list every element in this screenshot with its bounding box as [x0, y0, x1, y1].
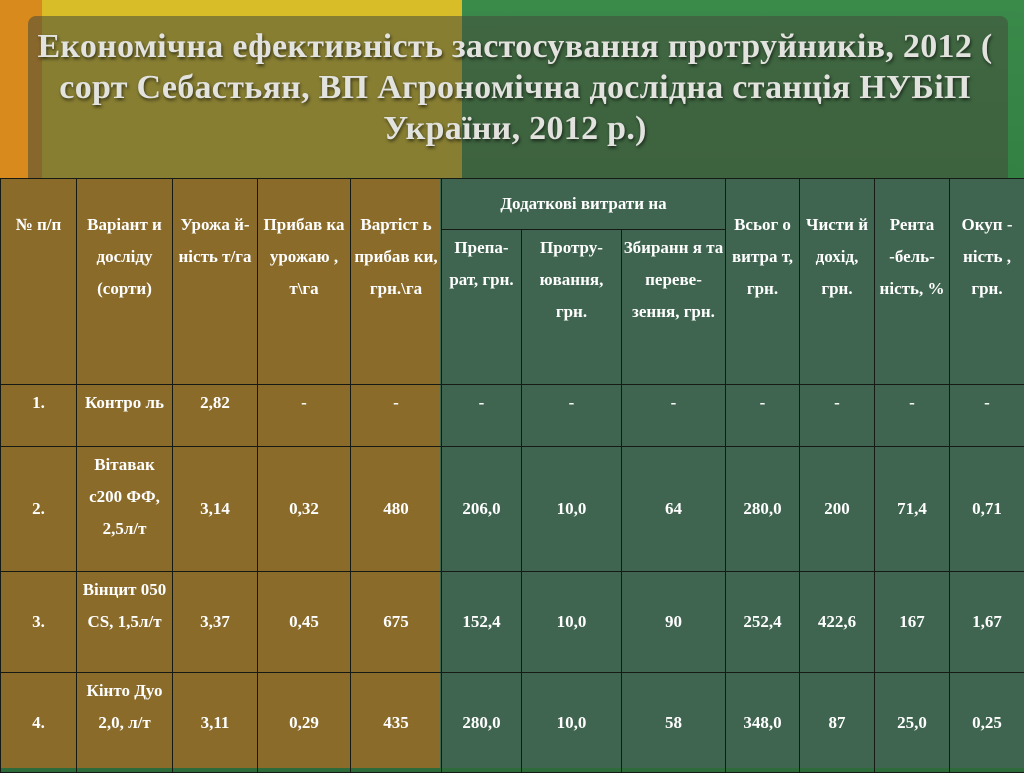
cell-profitability: 25,0: [875, 673, 950, 773]
cell-no: 2.: [1, 447, 77, 572]
table-row: 4. Кінто Дуо 2,0, л/т 3,11 0,29 435 280,…: [1, 673, 1024, 773]
cell-yield: 2,82: [173, 385, 258, 447]
cell-no: 1.: [1, 385, 77, 447]
cell-total: 252,4: [726, 572, 800, 673]
cell-variant: Вітавак с200 ФФ, 2,5л/т: [77, 447, 173, 572]
header-row-1: № п/п Варіант и досліду (сорти) Урожа й-…: [1, 179, 1024, 230]
cell-increase: 0,29: [258, 673, 351, 773]
cell-increase: 0,45: [258, 572, 351, 673]
cell-variant: Кінто Дуо 2,0, л/т: [77, 673, 173, 773]
cell-income: 200: [800, 447, 875, 572]
cell-total: 348,0: [726, 673, 800, 773]
cell-payback: -: [950, 385, 1024, 447]
cell-treatment: -: [522, 385, 622, 447]
table-row: 1. Контро ль 2,82 - - - - - - - - -: [1, 385, 1024, 447]
cell-yield: 3,11: [173, 673, 258, 773]
cell-no: 3.: [1, 572, 77, 673]
cell-prep: 280,0: [442, 673, 522, 773]
cell-harvest: 58: [622, 673, 726, 773]
efficiency-table: № п/п Варіант и досліду (сорти) Урожа й-…: [0, 178, 1024, 773]
header-no: № п/п: [1, 179, 77, 385]
cell-profitability: -: [875, 385, 950, 447]
cell-variant: Контро ль: [77, 385, 173, 447]
header-payback: Окуп - ність , грн.: [950, 179, 1024, 385]
cell-profitability: 167: [875, 572, 950, 673]
cell-total: -: [726, 385, 800, 447]
cell-prep: 152,4: [442, 572, 522, 673]
header-variant: Варіант и досліду (сорти): [77, 179, 173, 385]
cell-value: 480: [351, 447, 442, 572]
cell-profitability: 71,4: [875, 447, 950, 572]
cell-harvest: 90: [622, 572, 726, 673]
cell-income: -: [800, 385, 875, 447]
header-additional: Додаткові витрати на: [442, 179, 726, 230]
cell-income: 422,6: [800, 572, 875, 673]
cell-income: 87: [800, 673, 875, 773]
page-title: Економічна ефективність застосування про…: [20, 26, 1010, 149]
cell-harvest: -: [622, 385, 726, 447]
cell-payback: 0,25: [950, 673, 1024, 773]
header-yield: Урожа й-ність т/га: [173, 179, 258, 385]
cell-payback: 0,71: [950, 447, 1024, 572]
header-increase: Прибав ка урожаю , т\га: [258, 179, 351, 385]
header-harvest: Збиранн я та переве- зення, грн.: [622, 230, 726, 385]
cell-increase: 0,32: [258, 447, 351, 572]
header-prep: Препа- рат, грн.: [442, 230, 522, 385]
header-total: Всьог о витра т, грн.: [726, 179, 800, 385]
cell-treatment: 10,0: [522, 572, 622, 673]
cell-value: 435: [351, 673, 442, 773]
cell-yield: 3,14: [173, 447, 258, 572]
cell-yield: 3,37: [173, 572, 258, 673]
cell-no: 4.: [1, 673, 77, 773]
header-income: Чисти й дохід, грн.: [800, 179, 875, 385]
cell-total: 280,0: [726, 447, 800, 572]
header-value: Вартіст ь прибав ки, грн.\га: [351, 179, 442, 385]
cell-prep: 206,0: [442, 447, 522, 572]
cell-payback: 1,67: [950, 572, 1024, 673]
cell-value: -: [351, 385, 442, 447]
table-row: 2. Вітавак с200 ФФ, 2,5л/т 3,14 0,32 480…: [1, 447, 1024, 572]
cell-prep: -: [442, 385, 522, 447]
header-profitability: Рента -бель- ність, %: [875, 179, 950, 385]
cell-harvest: 64: [622, 447, 726, 572]
cell-treatment: 10,0: [522, 673, 622, 773]
cell-treatment: 10,0: [522, 447, 622, 572]
cell-variant: Вінцит 050 CS, 1,5л/т: [77, 572, 173, 673]
header-treatment: Протру- ювання, грн.: [522, 230, 622, 385]
cell-value: 675: [351, 572, 442, 673]
table-row: 3. Вінцит 050 CS, 1,5л/т 3,37 0,45 675 1…: [1, 572, 1024, 673]
cell-increase: -: [258, 385, 351, 447]
